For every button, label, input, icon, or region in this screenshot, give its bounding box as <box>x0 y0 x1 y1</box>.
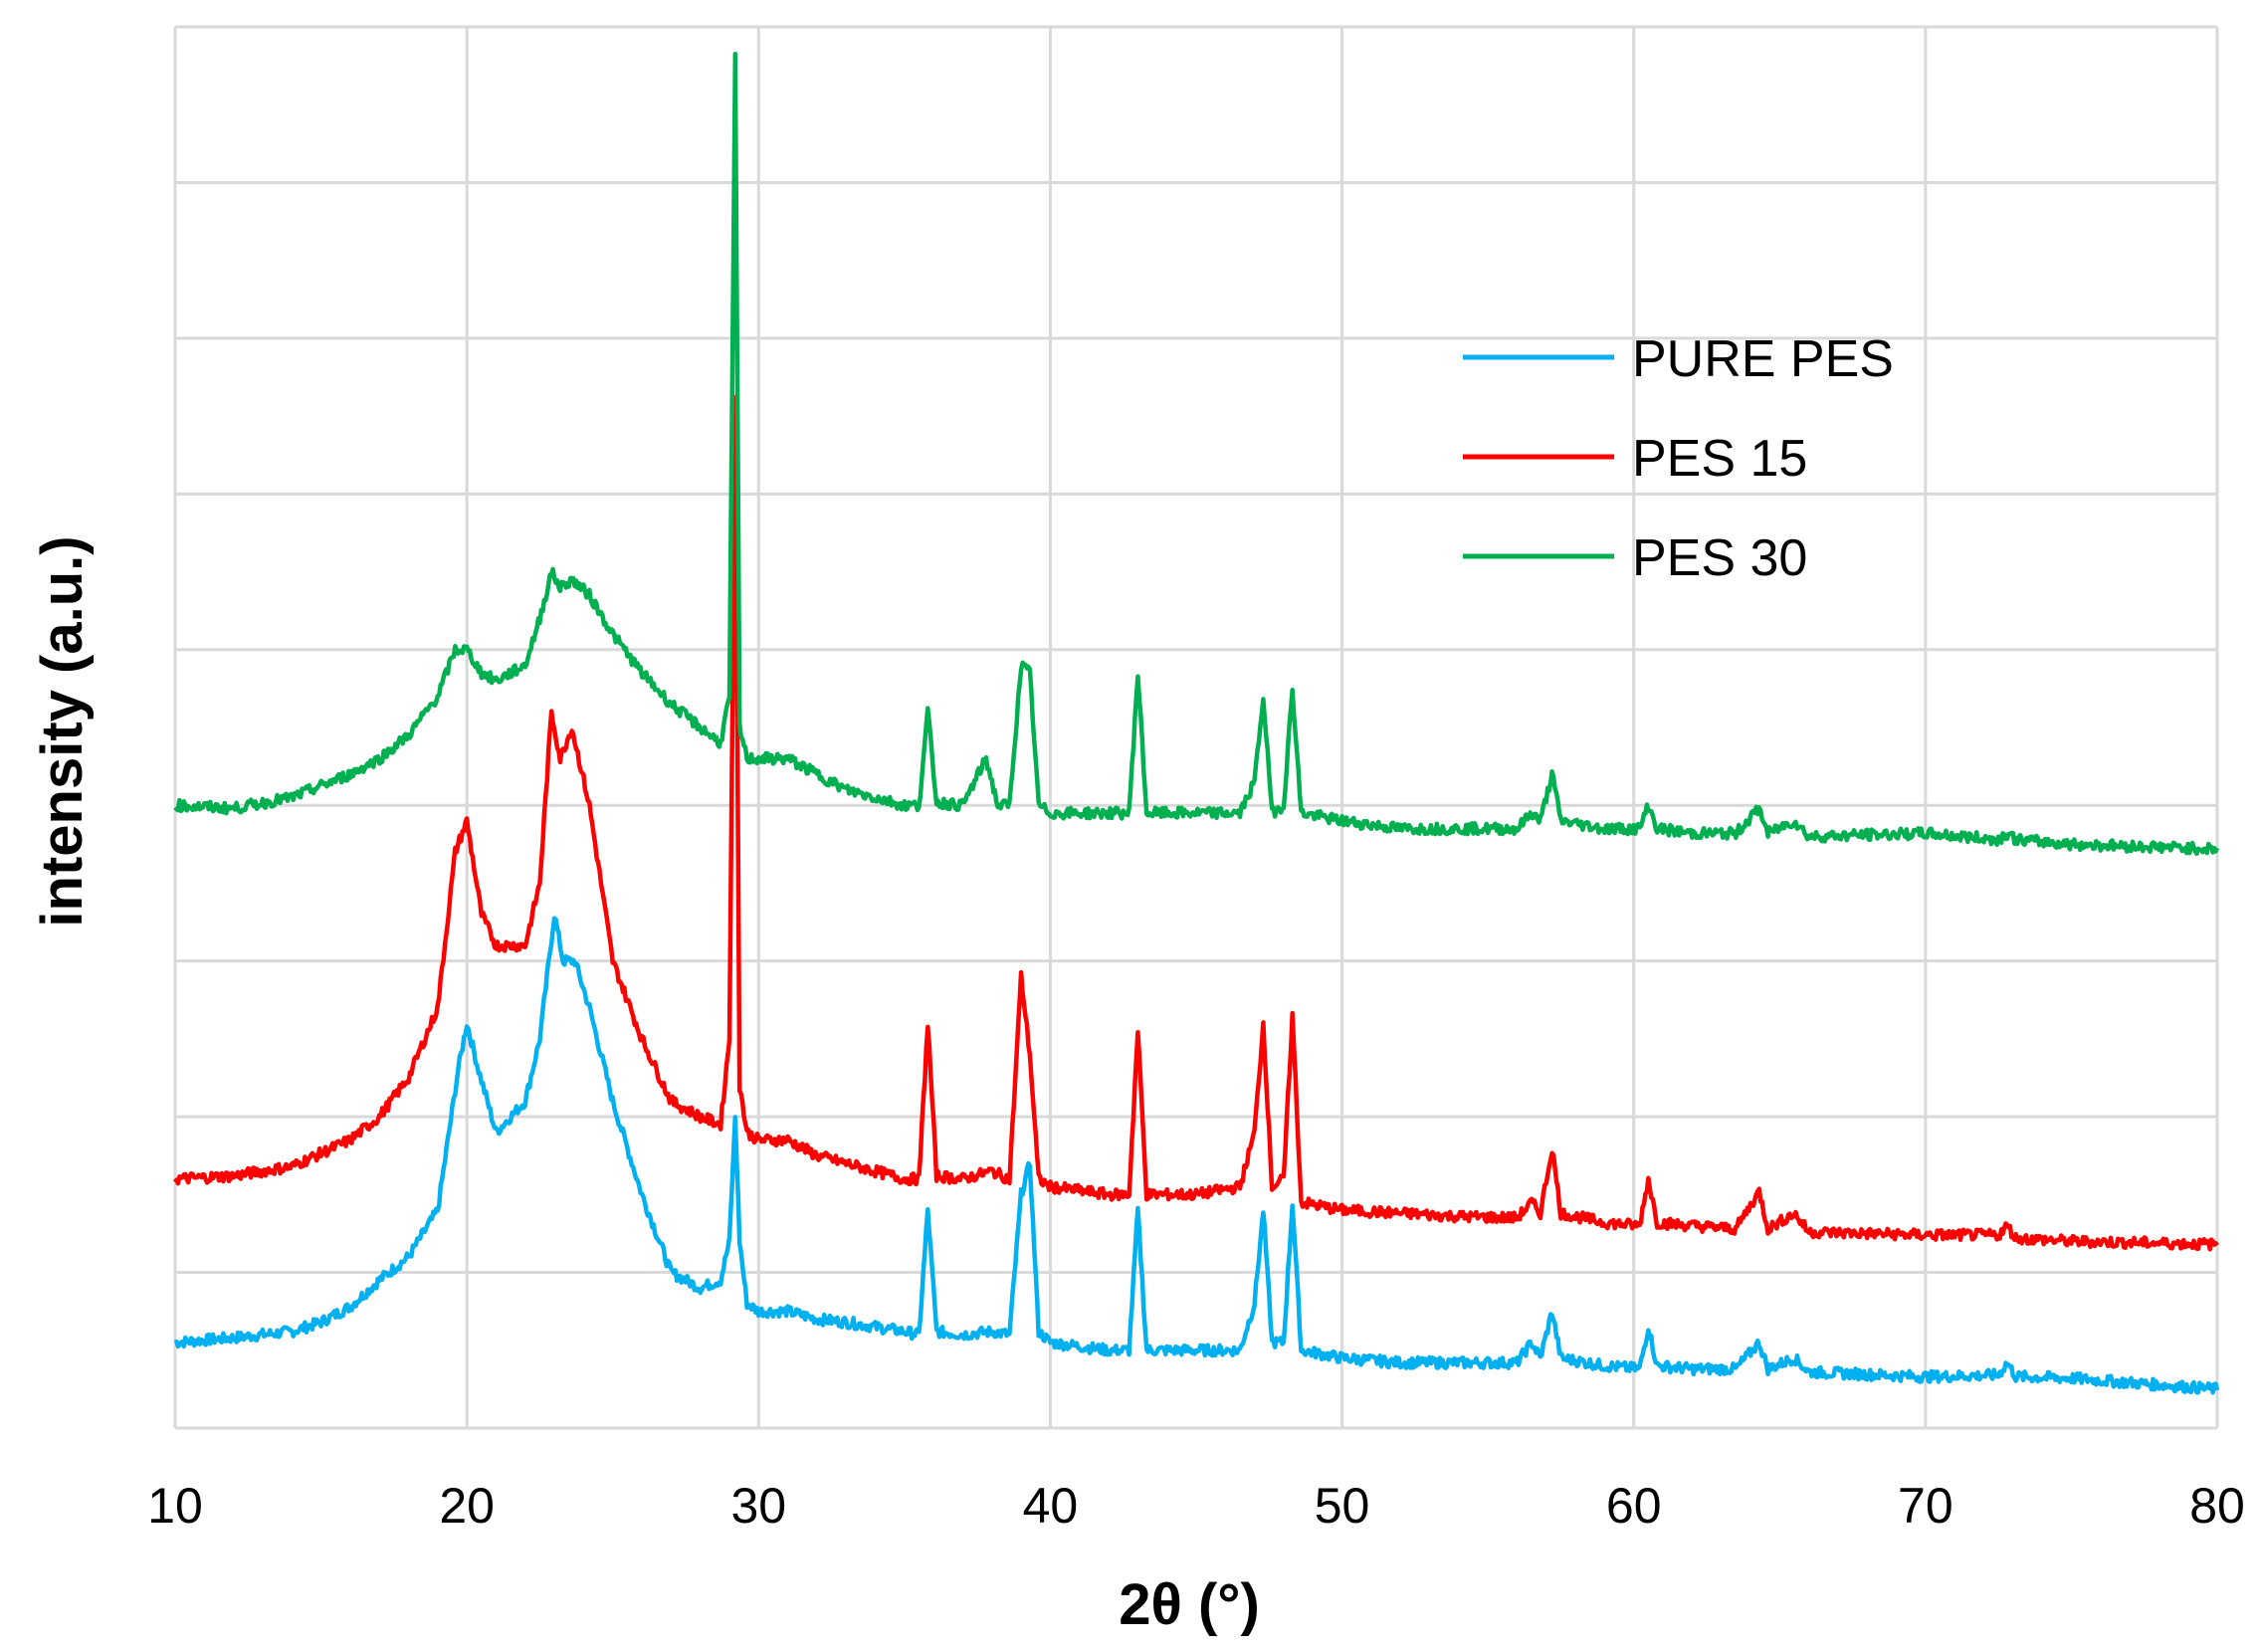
x-tick-labels: 10 20 30 40 50 60 70 80 <box>147 1478 2245 1534</box>
legend-label-pes-15: PES 15 <box>1632 430 1807 488</box>
x-tick-label: 80 <box>2189 1478 2245 1534</box>
x-axis-title: 2θ (°) <box>1119 1572 1260 1637</box>
grid-lines <box>173 25 2219 1430</box>
x-tick-label: 70 <box>1898 1478 1953 1534</box>
legend-label-pes-30: PES 30 <box>1632 529 1807 587</box>
series-line-pure-pes <box>173 916 2220 1395</box>
x-tick-label: 60 <box>1606 1478 1662 1534</box>
x-tick-label: 30 <box>730 1478 786 1534</box>
legend: PURE PES PES 15 PES 30 <box>1463 330 1894 587</box>
series-line-pes-30 <box>173 51 2220 857</box>
legend-label-pure-pes: PURE PES <box>1632 330 1894 388</box>
x-tick-label: 20 <box>439 1478 495 1534</box>
x-tick-label: 50 <box>1315 1478 1370 1534</box>
y-axis-title: intensity (a.u.) <box>30 535 95 927</box>
series-lines <box>173 51 2220 1395</box>
x-tick-label: 10 <box>147 1478 203 1534</box>
series-line-pes-15 <box>173 394 2219 1252</box>
x-tick-label: 40 <box>1023 1478 1079 1534</box>
